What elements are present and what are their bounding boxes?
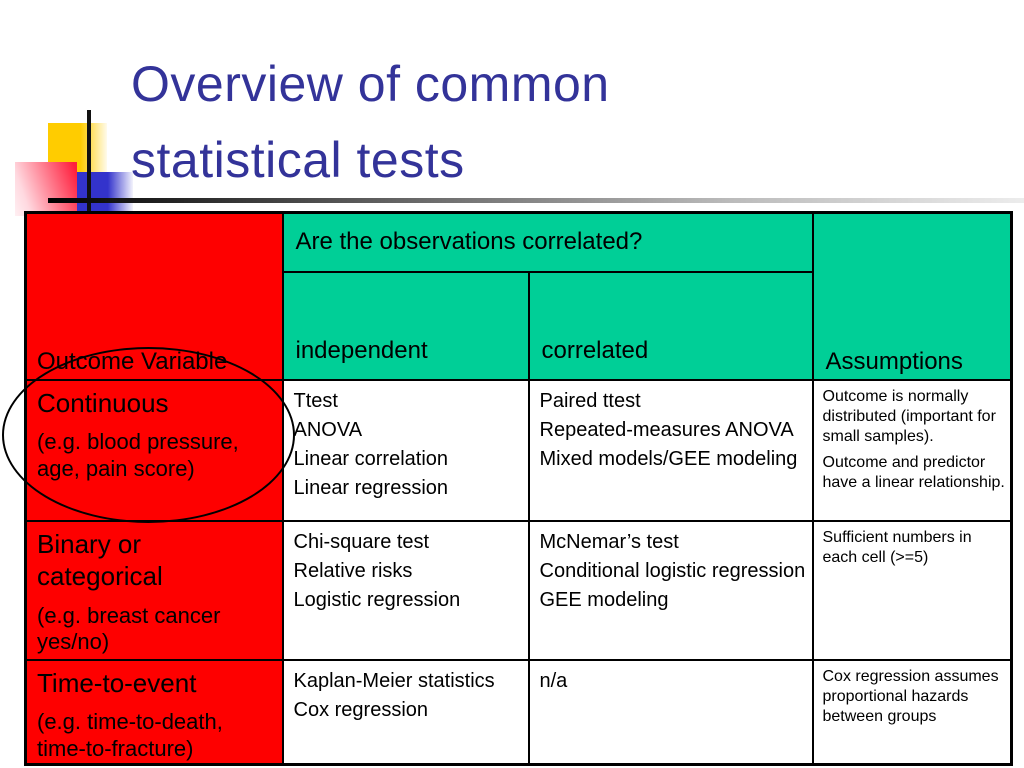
correlated-tests-continuous: Paired ttest Repeated-measures ANOVA Mix… — [527, 378, 814, 522]
outcome-title: Binary or categorical — [37, 528, 163, 592]
outcome-title: Time-to-event — [37, 667, 197, 698]
header-independent: independent — [281, 270, 530, 381]
independent-tests-binary: Chi-square test Relative risks Logistic … — [281, 519, 530, 661]
correlated-tests-binary: McNemar’s test Conditional logistic regr… — [527, 519, 814, 661]
assumptions-time-to-event: Cox regression assumes proportional haza… — [811, 658, 1013, 766]
assumptions-continuous: Outcome is normally distributed (importa… — [811, 378, 1013, 522]
row-continuous: Continuous (e.g. blood pressure, age, pa… — [24, 378, 1013, 522]
header-correlated: correlated — [527, 270, 814, 381]
independent-tests-continuous: Ttest ANOVA Linear correlation Linear re… — [281, 378, 530, 522]
outcome-example: (e.g. blood pressure, age, pain score) — [37, 429, 239, 481]
decor-vertical-line — [87, 110, 91, 217]
assumption-paragraph: Cox regression assumes proportional haza… — [822, 667, 999, 725]
outcome-example: (e.g. breast cancer yes/no) — [37, 602, 221, 655]
outcome-cell-binary: Binary or categorical (e.g. breast cance… — [24, 519, 284, 661]
header-assumptions: Assumptions — [811, 211, 1013, 381]
header-outcome-variable: Outcome Variable — [24, 211, 284, 381]
assumption-paragraph: Outcome is normally distributed (importa… — [822, 387, 996, 445]
correlated-tests-time-to-event: n/a — [527, 658, 814, 766]
stats-table: Outcome Variable Are the observations co… — [24, 211, 1013, 766]
assumption-paragraph: Sufficient numbers in each cell (>=5) — [822, 528, 972, 566]
outcome-title: Continuous — [37, 387, 169, 418]
slide-title: Overview of common statistical tests — [131, 56, 610, 188]
outcome-cell-continuous: Continuous (e.g. blood pressure, age, pa… — [24, 378, 284, 522]
row-binary-categorical: Binary or categorical (e.g. breast cance… — [24, 519, 1013, 661]
independent-tests-time-to-event: Kaplan-Meier statistics Cox regression — [281, 658, 530, 766]
decor-blue-square — [77, 172, 133, 212]
header-correlated-question: Are the observations correlated? — [281, 211, 814, 273]
assumptions-binary: Sufficient numbers in each cell (>=5) — [811, 519, 1013, 661]
decor-pink-square — [15, 162, 77, 216]
assumption-paragraph: Outcome and predictor have a linear rela… — [822, 453, 1005, 491]
title-underline-rule — [48, 198, 1024, 203]
outcome-cell-time-to-event: Time-to-event (e.g. time-to-death, time-… — [24, 658, 284, 766]
row-time-to-event: Time-to-event (e.g. time-to-death, time-… — [24, 658, 1013, 766]
outcome-example: (e.g. time-to-death, time-to-fracture) — [37, 709, 223, 761]
